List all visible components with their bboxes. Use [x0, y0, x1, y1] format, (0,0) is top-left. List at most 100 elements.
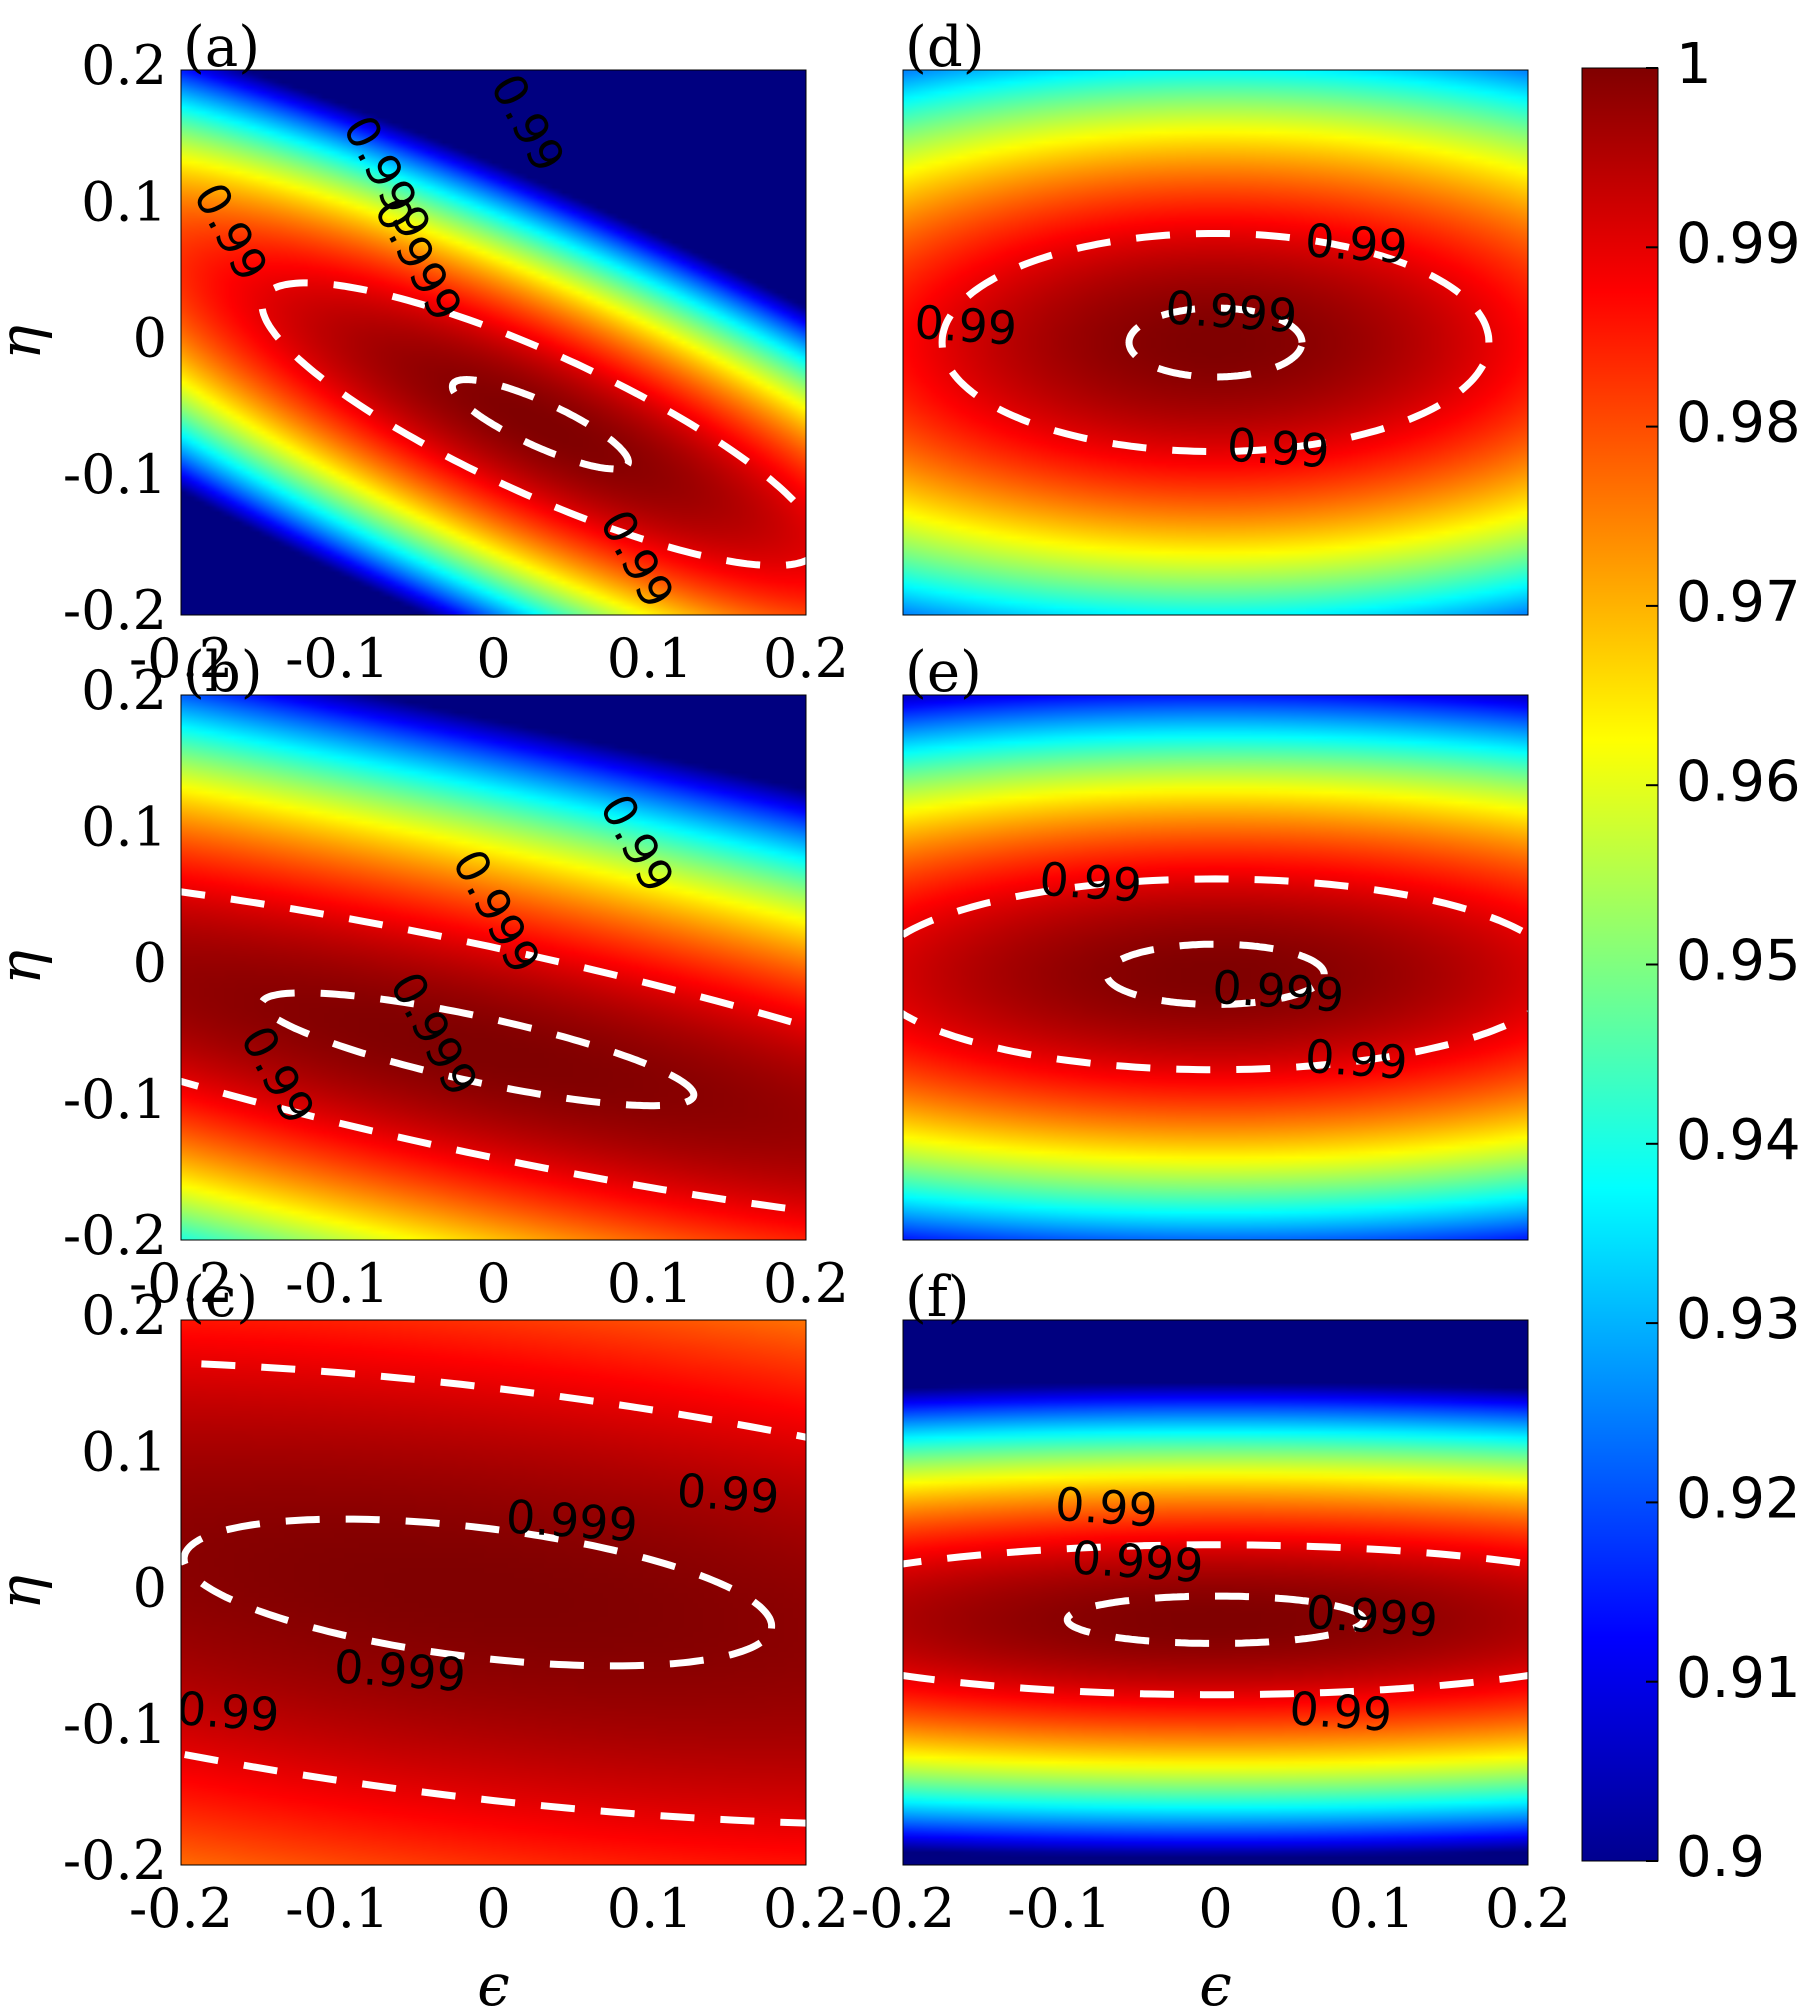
- panel-c: 0.99 0.99 0.999 0.999 (c) 0.2 0.1 0 -0.1 -0.2-0.2…: [0, 1265, 849, 2016]
- y-tick-label: 0.1: [81, 795, 167, 858]
- contour-0.99: [903, 1541, 1528, 1699]
- panel-frame: [180, 1319, 807, 1866]
- panel-label: (a): [183, 15, 260, 80]
- x-tick-label: -0.1: [1007, 1877, 1111, 1940]
- colorbar-tick-label: 0.96: [1676, 749, 1801, 814]
- colorbar-tick-label: 0.94: [1676, 1108, 1801, 1173]
- x-tick-label: -0.2: [129, 627, 233, 690]
- colorbar-tick-label: 0.93: [1676, 1287, 1801, 1352]
- contour-label: 0.99: [913, 295, 1019, 356]
- y-tick-label: 0.2: [81, 34, 167, 97]
- panels-group: 0.990.990.990.9990.999(a)0.20.10-0.1-0.2…: [0, 15, 1571, 2016]
- panel-frame: [902, 69, 1529, 616]
- x-tick-label: -0.1: [285, 1252, 389, 1315]
- colorbar: 1 0.99 0.98 0.97 0.96 0.95 0.94 0.93 0.92 0.91 0.9: [1581, 32, 1801, 1890]
- x-tick-label: 0.1: [607, 1252, 693, 1315]
- x-tick-label: -0.2: [851, 1877, 955, 1940]
- contour-0.999: [1103, 940, 1328, 1008]
- colorbar-tick-label: 1: [1676, 32, 1712, 97]
- colorbar-tick-label: 0.97: [1676, 570, 1801, 635]
- x-tick-label: 0: [476, 1877, 510, 1940]
- contour-label: 0.999: [1304, 1585, 1439, 1648]
- panel-label: (b): [183, 640, 263, 705]
- y-tick-label: -0.1: [63, 1693, 167, 1756]
- x-tick-label: 0.2: [763, 627, 849, 690]
- contour-0.999: [1125, 304, 1306, 381]
- contour-label: 0.999: [1211, 960, 1346, 1023]
- x-tick-label: 0.1: [607, 1877, 693, 1940]
- y-tick-label: -0.2: [63, 579, 167, 642]
- colorbar-tick-label: 0.91: [1676, 1646, 1801, 1711]
- panel-b: 0.990.990.9990.999(b)0.20.10-0.1-0.2-0.2…: [0, 640, 849, 1315]
- panel-a: 0.990.990.990.9990.999(a)0.20.10-0.1-0.2…: [0, 15, 849, 690]
- y-axis-label: η: [0, 325, 54, 360]
- colorbar-tick-label: 0.95: [1676, 929, 1801, 994]
- heatmap-image: [181, 70, 806, 615]
- x-tick-label: 0.1: [607, 627, 693, 690]
- x-tick-label: 0: [1198, 1877, 1232, 1940]
- heatmap-image: [181, 1320, 806, 1865]
- contour-label: 0.99: [175, 1681, 281, 1742]
- contour-label: 0.99: [675, 1463, 781, 1524]
- x-tick-label: 0: [476, 1252, 510, 1315]
- x-axis-label: ϵ: [1199, 1951, 1231, 2016]
- heatmap-image: [181, 695, 806, 1240]
- y-axis-label: η: [0, 950, 54, 985]
- y-tick-label: -0.2: [63, 1829, 167, 1892]
- y-tick-label: -0.1: [63, 443, 167, 506]
- x-tick-label: -0.2: [129, 1252, 233, 1315]
- y-tick-label: -0.1: [63, 1068, 167, 1131]
- y-tick-label: 0: [133, 932, 167, 995]
- contour-group: 0.99 0.99 0.999 0.999: [175, 1359, 806, 1827]
- contour-0.99: [903, 875, 1528, 1074]
- contour-0.999: [1063, 1592, 1368, 1647]
- colorbar-gradient: [1581, 67, 1659, 1862]
- x-tick-label: 0.2: [1485, 1877, 1571, 1940]
- colorbar-tick-label: 0.92: [1676, 1467, 1801, 1532]
- panel-label: (c): [183, 1265, 258, 1330]
- contour-label: 0.999: [332, 1639, 467, 1702]
- panel-label: (e): [905, 640, 982, 705]
- y-tick-label: -0.2: [63, 1204, 167, 1267]
- heatmap-image: [903, 695, 1528, 1240]
- y-tick-label: 0.2: [81, 659, 167, 722]
- x-tick-label: -0.1: [285, 1877, 389, 1940]
- contour-label: 0.99: [1225, 418, 1331, 479]
- colorbar-tick-label: 0.98: [1676, 391, 1801, 456]
- heatmap-image: [903, 1320, 1528, 1865]
- colorbar-tick-label: 0.99: [1676, 211, 1801, 276]
- contour-label: 0.99: [1303, 213, 1409, 274]
- contour-label: 0.999: [1070, 1530, 1205, 1593]
- panel-frame: [180, 69, 807, 616]
- colorbar-tick-label: 0.9: [1676, 1825, 1765, 1890]
- x-axis-label: ϵ: [477, 1951, 509, 2016]
- y-tick-label: 0.1: [81, 1420, 167, 1483]
- heatmap-image: [903, 70, 1528, 615]
- contour-label: 0.999: [504, 1489, 639, 1552]
- x-tick-label: -0.1: [285, 627, 389, 690]
- panel-label: (f): [905, 1265, 969, 1330]
- x-tick-label: -0.2: [129, 1877, 233, 1940]
- contour-label: 0.99: [1053, 1477, 1159, 1538]
- contour-label: 0.99: [1303, 1029, 1409, 1090]
- x-tick-label: 0: [476, 627, 510, 690]
- y-tick-label: 0.1: [81, 170, 167, 233]
- contour-group: 0.990.990.999: [903, 852, 1528, 1090]
- y-axis-label: η: [0, 1575, 54, 1610]
- x-tick-label: 0.2: [763, 1252, 849, 1315]
- panel-d: 0.990.990.990.999(d): [902, 15, 1529, 616]
- y-tick-label: 0.2: [81, 1284, 167, 1347]
- panel-frame: [902, 694, 1529, 1241]
- x-tick-label: 0.1: [1329, 1877, 1415, 1940]
- panel-frame: [902, 1319, 1529, 1866]
- contour-group: 0.990.990.990.999: [913, 213, 1493, 479]
- contour-0.999: [448, 375, 632, 473]
- contour-0.999: [181, 1515, 776, 1670]
- contour-label: 0.999: [1164, 280, 1299, 343]
- panel-frame: [180, 694, 807, 1241]
- y-tick-label: 0: [133, 1557, 167, 1620]
- panel-label: (d): [905, 15, 985, 80]
